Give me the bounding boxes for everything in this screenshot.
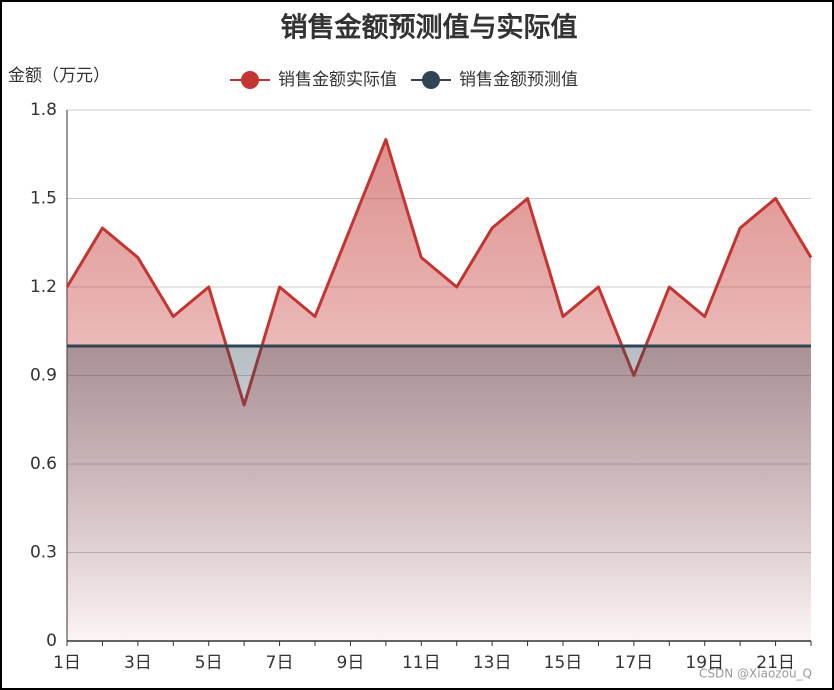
area xyxy=(67,346,811,641)
y-tick-label: 0.6 xyxy=(30,454,57,474)
chart-title: 销售金额预测值与实际值 xyxy=(281,12,578,44)
x-tick-label: 7日 xyxy=(266,653,294,673)
x-tick-label: 5日 xyxy=(195,653,223,673)
y-tick-label: 1.2 xyxy=(30,277,57,297)
legend-marker xyxy=(241,71,259,89)
x-tick-label: 13日 xyxy=(473,653,512,673)
y-axis-label: 金额（万元） xyxy=(8,66,110,86)
y-tick-label: 0 xyxy=(46,631,57,651)
x-tick-label: 11日 xyxy=(402,653,441,673)
legend-label: 销售金额预测值 xyxy=(459,70,578,90)
y-tick-label: 1.8 xyxy=(30,100,57,120)
x-tick-label: 19日 xyxy=(685,653,724,673)
x-tick-label: 17日 xyxy=(615,653,654,673)
watermark: CSDN @Xiaozou_Q xyxy=(699,667,812,681)
y-tick-label: 0.3 xyxy=(30,543,57,563)
legend-marker xyxy=(422,71,440,89)
y-tick-label: 1.5 xyxy=(30,189,57,209)
x-tick-label: 9日 xyxy=(337,653,365,673)
line xyxy=(65,138,813,407)
y-tick-label: 0.9 xyxy=(30,366,57,386)
x-tick-label: 1日 xyxy=(53,653,81,673)
x-tick-label: 21日 xyxy=(756,653,795,673)
x-tick-label: 15日 xyxy=(544,653,583,673)
x-tick-label: 3日 xyxy=(124,653,152,673)
legend-label: 销售金额实际值 xyxy=(278,70,397,90)
